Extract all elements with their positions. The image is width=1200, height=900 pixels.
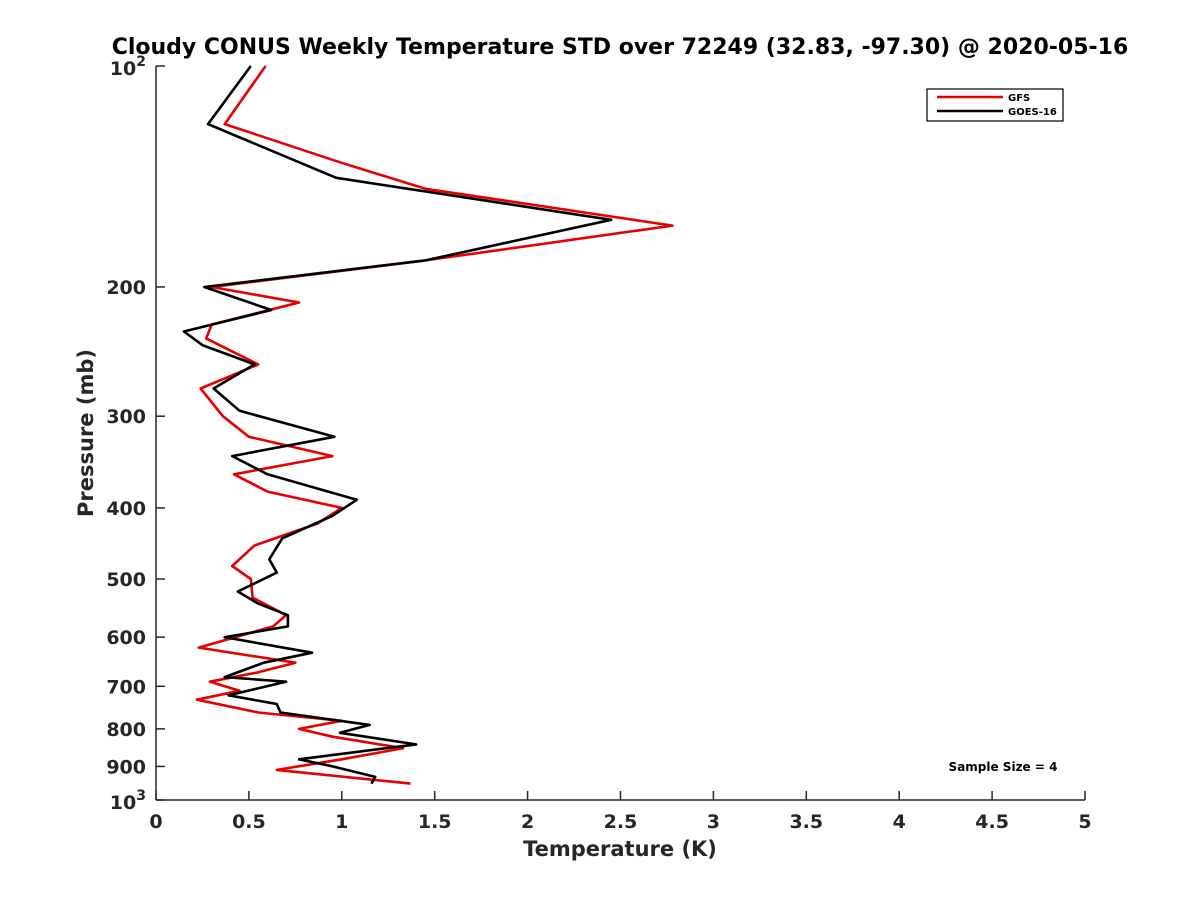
x-axis-label: Temperature (K) [523, 837, 717, 861]
chart-title: Cloudy CONUS Weekly Temperature STD over… [112, 35, 1129, 60]
y-tick-label: 900 [106, 756, 146, 778]
x-tick-label: 4 [893, 811, 906, 833]
y-tick-label: 400 [106, 498, 146, 520]
y-tick-label: 800 [106, 719, 146, 741]
y-tick-label: 103 [110, 788, 146, 814]
x-tick-label: 0.5 [232, 811, 266, 833]
x-tick-label: 2.5 [604, 811, 638, 833]
y-tick-label: 600 [106, 627, 146, 649]
series-layer [182, 65, 674, 785]
x-tick-label: 1.5 [418, 811, 452, 833]
x-tick-label: 4.5 [975, 811, 1009, 833]
y-tick-label: 300 [106, 406, 146, 428]
x-tick-label: 3 [707, 811, 720, 833]
y-tick-label: 102 [110, 54, 146, 80]
y-tick-label: 200 [106, 277, 146, 299]
legend-label-gfs: GFS [1008, 93, 1030, 104]
x-ticks: 0 0.5 1 1.5 2 2.5 3 3.5 4 4.5 5 [149, 791, 1092, 833]
y-tick-label: 500 [106, 569, 146, 591]
sample-size-annotation: Sample Size = 4 [949, 760, 1058, 774]
legend-label-goes16: GOES-16 [1008, 107, 1057, 118]
legend: GFS GOES-16 [926, 88, 1064, 122]
y-ticks: 200 300 400 500 600 700 800 900 102 103 [106, 54, 165, 814]
axes [155, 66, 1085, 801]
x-tick-label: 3.5 [789, 811, 823, 833]
x-tick-label: 5 [1078, 811, 1091, 833]
legend-box [926, 88, 1064, 122]
y-tick-label: 700 [106, 676, 146, 698]
series-line-gfs [195, 65, 674, 785]
y-axis-label: Pressure (mb) [74, 349, 98, 517]
x-tick-label: 0 [149, 811, 162, 833]
x-tick-label: 1 [335, 811, 348, 833]
x-tick-label: 2 [521, 811, 534, 833]
series-line-goes16 [182, 65, 613, 785]
